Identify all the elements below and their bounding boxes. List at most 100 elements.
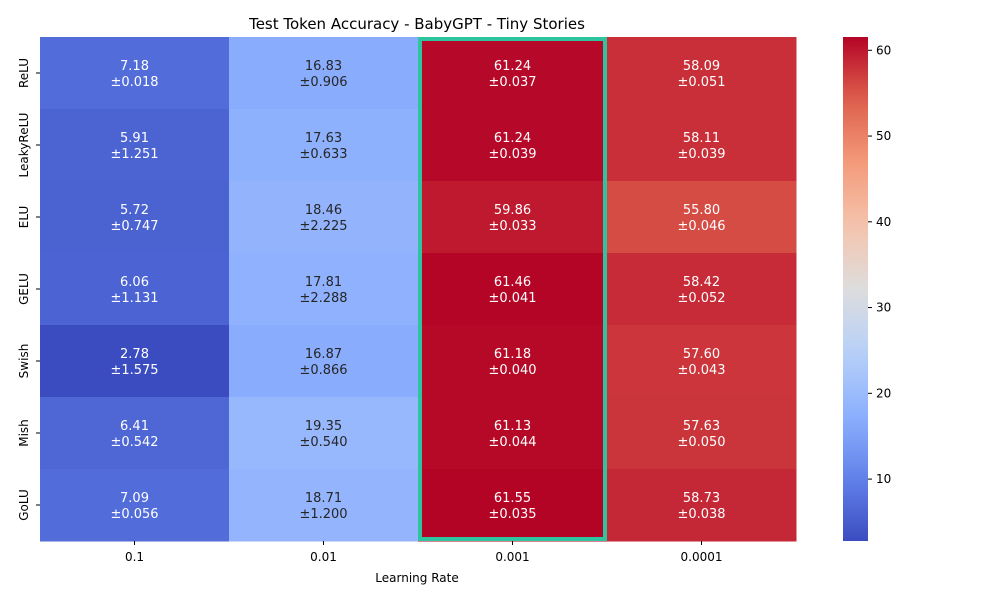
cell-error-label: ±0.039 bbox=[677, 147, 725, 162]
cell-error-label: ±0.043 bbox=[677, 363, 725, 378]
cell-value-label: 2.78 bbox=[120, 347, 149, 362]
heatmap-cell bbox=[607, 397, 797, 470]
heatmap-cell bbox=[229, 37, 419, 110]
cell-value-label: 61.24 bbox=[494, 59, 531, 74]
cell-value-label: 61.46 bbox=[494, 275, 531, 290]
highlight-column-box bbox=[418, 37, 607, 541]
colorbar-tick-label: 20 bbox=[876, 386, 891, 400]
x-axis-ticks: 0.1 0.01 0.001 0.0001 bbox=[125, 541, 723, 564]
x-tick-label: 0.0001 bbox=[681, 550, 723, 564]
heatmap-cell bbox=[40, 253, 230, 326]
heatmap-cell bbox=[229, 181, 419, 254]
heatmap-cell bbox=[40, 109, 230, 182]
cell-value-label: 57.60 bbox=[683, 347, 720, 362]
cell-error-label: ±0.038 bbox=[677, 507, 725, 522]
cell-value-label: 7.18 bbox=[120, 59, 149, 74]
heatmap-cell bbox=[607, 109, 797, 182]
cell-value-label: 16.87 bbox=[305, 347, 342, 362]
cell-error-label: ±2.288 bbox=[299, 291, 347, 306]
cell-error-label: ±0.044 bbox=[488, 435, 536, 450]
cell-value-label: 59.86 bbox=[494, 203, 531, 218]
heatmap-cell bbox=[418, 397, 608, 470]
cell-error-label: ±0.018 bbox=[110, 75, 158, 90]
cell-error-label: ±0.747 bbox=[110, 219, 158, 234]
heatmap-cell bbox=[607, 37, 797, 110]
cell-error-label: ±0.633 bbox=[299, 147, 347, 162]
cell-value-label: 61.13 bbox=[494, 419, 531, 434]
x-tick-label: 0.01 bbox=[310, 550, 337, 564]
cell-value-label: 61.55 bbox=[494, 491, 531, 506]
cell-value-label: 17.81 bbox=[305, 275, 342, 290]
heatmap-cell bbox=[229, 469, 419, 542]
cell-error-label: ±0.040 bbox=[488, 363, 536, 378]
heatmap-cell bbox=[40, 469, 230, 542]
cell-error-label: ±1.131 bbox=[110, 291, 158, 306]
cell-value-label: 58.09 bbox=[683, 59, 720, 74]
cell-value-label: 18.71 bbox=[305, 491, 342, 506]
heatmap-cell bbox=[40, 181, 230, 254]
highlight-layer bbox=[418, 37, 607, 541]
cell-error-label: ±0.051 bbox=[677, 75, 725, 90]
cell-value-label: 58.73 bbox=[683, 491, 720, 506]
heatmap-cell bbox=[607, 469, 797, 542]
heatmap-cell bbox=[607, 325, 797, 398]
colorbar: 10 20 30 40 50 60 bbox=[843, 37, 891, 541]
cell-error-label: ±0.033 bbox=[488, 219, 536, 234]
colorbar-tick-label: 10 bbox=[876, 472, 891, 486]
cell-error-label: ±0.056 bbox=[110, 507, 158, 522]
cell-error-label: ±0.046 bbox=[677, 219, 725, 234]
cell-value-label: 17.63 bbox=[305, 131, 342, 146]
cell-error-label: ±0.906 bbox=[299, 75, 347, 90]
cell-value-label: 61.18 bbox=[494, 347, 531, 362]
y-axis-ticks: ReLU LeakyReLU ELU GELU Swish Mish GoLU bbox=[17, 58, 40, 521]
y-tick-label: Swish bbox=[17, 344, 31, 379]
cell-value-label: 55.80 bbox=[683, 203, 720, 218]
cell-error-label: ±0.052 bbox=[677, 291, 725, 306]
cell-error-label: ±0.037 bbox=[488, 75, 536, 90]
cell-value-label: 58.11 bbox=[683, 131, 720, 146]
cell-value-label: 18.46 bbox=[305, 203, 342, 218]
y-tick-label: GELU bbox=[17, 273, 31, 305]
cell-error-label: ±1.251 bbox=[110, 147, 158, 162]
colorbar-gradient bbox=[843, 37, 868, 541]
cell-value-label: 61.24 bbox=[494, 131, 531, 146]
y-tick-label: LeakyReLU bbox=[17, 113, 31, 178]
cell-value-label: 5.91 bbox=[120, 131, 149, 146]
cell-error-label: ±0.035 bbox=[488, 507, 536, 522]
heatmap-cell bbox=[418, 253, 608, 326]
heatmap-cell bbox=[418, 469, 608, 542]
heatmap-cell bbox=[229, 397, 419, 470]
cell-value-label: 7.09 bbox=[120, 491, 149, 506]
heatmap-cell bbox=[40, 37, 230, 110]
cell-error-label: ±0.866 bbox=[299, 363, 347, 378]
heatmap-cell bbox=[40, 325, 230, 398]
heatmap-cells: 7.18±0.01816.83±0.90661.24±0.03758.09±0.… bbox=[40, 37, 797, 542]
y-tick-label: ELU bbox=[17, 206, 31, 228]
cell-value-label: 6.41 bbox=[120, 419, 149, 434]
cell-error-label: ±0.039 bbox=[488, 147, 536, 162]
colorbar-tick-label: 60 bbox=[876, 43, 891, 57]
cell-error-label: ±1.575 bbox=[110, 363, 158, 378]
heatmap-cell bbox=[229, 253, 419, 326]
cell-value-label: 58.42 bbox=[683, 275, 720, 290]
cell-error-label: ±0.542 bbox=[110, 435, 158, 450]
heatmap-cell bbox=[418, 181, 608, 254]
heatmap-cell bbox=[40, 397, 230, 470]
cell-value-label: 16.83 bbox=[305, 59, 342, 74]
heatmap-cell bbox=[229, 325, 419, 398]
y-tick-label: Mish bbox=[17, 419, 31, 447]
colorbar-tick-label: 50 bbox=[876, 129, 891, 143]
cell-error-label: ±0.050 bbox=[677, 435, 725, 450]
heatmap-cell bbox=[607, 181, 797, 254]
cell-error-label: ±0.540 bbox=[299, 435, 347, 450]
heatmap-cell bbox=[229, 109, 419, 182]
cell-value-label: 6.06 bbox=[120, 275, 149, 290]
cell-error-label: ±0.041 bbox=[488, 291, 536, 306]
cell-value-label: 19.35 bbox=[305, 419, 342, 434]
cell-error-label: ±2.225 bbox=[299, 219, 347, 234]
heatmap-cell bbox=[607, 253, 797, 326]
cell-value-label: 57.63 bbox=[683, 419, 720, 434]
cell-value-label: 5.72 bbox=[120, 203, 149, 218]
heatmap-cell bbox=[418, 325, 608, 398]
